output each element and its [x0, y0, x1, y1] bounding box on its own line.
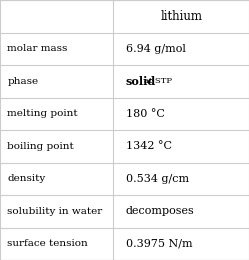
- Text: melting point: melting point: [7, 109, 78, 118]
- Text: 1342 °C: 1342 °C: [126, 141, 172, 151]
- Text: surface tension: surface tension: [7, 239, 88, 248]
- Text: molar mass: molar mass: [7, 44, 68, 53]
- Text: solubility in water: solubility in water: [7, 207, 103, 216]
- Text: density: density: [7, 174, 46, 183]
- Text: 6.94 g/mol: 6.94 g/mol: [126, 44, 186, 54]
- Text: at STP: at STP: [144, 77, 172, 85]
- Text: phase: phase: [7, 77, 39, 86]
- Text: 0.534 g/cm: 0.534 g/cm: [126, 174, 189, 184]
- Text: decomposes: decomposes: [126, 206, 194, 216]
- Text: lithium: lithium: [160, 10, 202, 23]
- Text: 180 °C: 180 °C: [126, 109, 165, 119]
- Text: boiling point: boiling point: [7, 142, 74, 151]
- Text: 0.3975 N/m: 0.3975 N/m: [126, 239, 192, 249]
- Text: solid: solid: [126, 76, 156, 87]
